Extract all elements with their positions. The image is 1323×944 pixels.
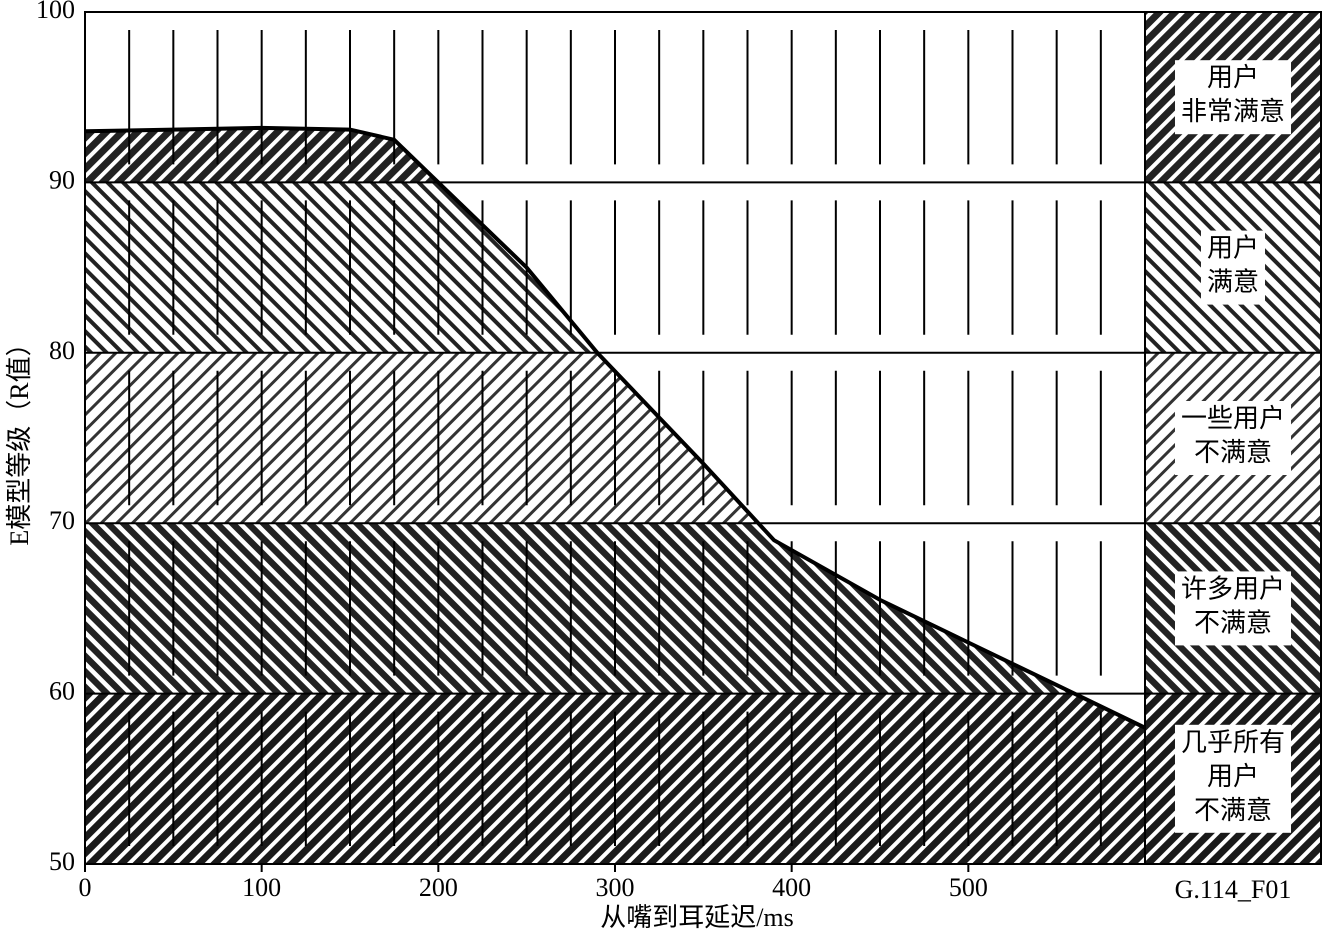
curve	[84, 125, 1146, 730]
x-axis-label: 从嘴到耳延迟/ms	[600, 903, 794, 932]
plot-frame	[84, 11, 1322, 865]
band-label-line: 不满意	[1194, 608, 1272, 637]
label-bg	[1174, 60, 1292, 135]
band-label-line: 用户	[1207, 63, 1259, 92]
label-bg	[1174, 401, 1292, 475]
label-bg	[1174, 571, 1292, 646]
band-label-line: 几乎所有	[1181, 728, 1285, 757]
y-tick-label: 90	[49, 165, 75, 194]
band-label-line: 不满意	[1194, 796, 1272, 825]
band-label-line: 用户	[1207, 234, 1259, 263]
band-label-line: 许多用户	[1181, 574, 1285, 603]
band-label-line: 一些用户	[1181, 404, 1285, 433]
band-label-line: 用户	[1207, 762, 1259, 791]
band-label-line: 非常满意	[1181, 97, 1285, 126]
y-tick-label: 80	[49, 336, 75, 365]
y-tick-label: 70	[49, 506, 75, 535]
plot: 50 60 70 80 90 100 0 100 200 300 400 500	[36, 0, 1322, 902]
x-tick-label: 100	[242, 873, 281, 902]
figure-id: G.114_F01	[1175, 875, 1292, 904]
band-label-line: 满意	[1207, 268, 1259, 297]
y-tick-label: 60	[49, 677, 75, 706]
label-bg	[1200, 230, 1266, 305]
x-tick-label: 200	[419, 873, 458, 902]
x-tick-label: 400	[772, 873, 811, 902]
x-tick-label: 500	[949, 873, 988, 902]
x-tick-label: 0	[79, 873, 92, 902]
y-tick-label: 100	[36, 0, 75, 24]
y-tick-label: 50	[49, 847, 75, 876]
y-axis-label: E模型等级（R值）	[5, 330, 34, 545]
label-bg	[1174, 724, 1292, 833]
band-label-line: 不满意	[1194, 438, 1272, 467]
x-tick-label: 300	[596, 873, 635, 902]
